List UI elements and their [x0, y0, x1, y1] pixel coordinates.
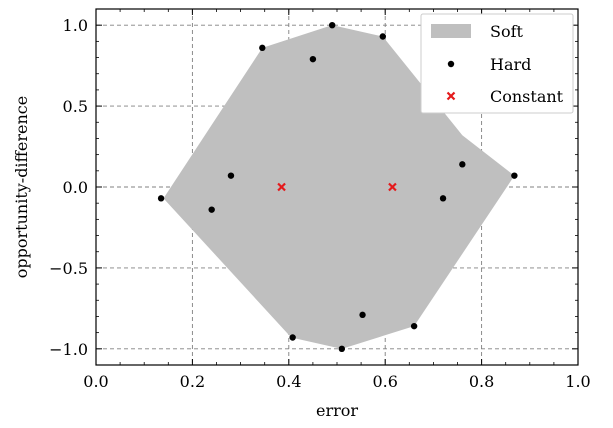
x-tick-label: 1.0 [565, 372, 590, 391]
hard-point [259, 44, 266, 52]
tick-marks [95, 9, 579, 365]
constant-points-layer [277, 182, 397, 192]
x-tick-label: 0.0 [83, 372, 108, 391]
x-tick-label: 0.6 [372, 372, 397, 391]
x-mark-stroke [446, 91, 456, 101]
x-tick-label: 0.2 [180, 372, 205, 391]
x-axis-label: error [316, 401, 358, 420]
constant-point [388, 182, 397, 192]
legend-soft-swatch [431, 24, 471, 38]
legend-hard-label: Hard [490, 55, 531, 74]
y-tick-label: 1.0 [63, 16, 88, 35]
y-tick-label: 0.5 [63, 97, 88, 116]
legend-box [420, 13, 574, 114]
x-tick-label: 0.8 [469, 372, 494, 391]
y-tick-label: −0.5 [49, 259, 88, 278]
hard-point [289, 334, 296, 341]
hard-point [439, 195, 447, 202]
y-axis-label: opportunity-difference [12, 96, 31, 278]
x-mark-stroke [277, 182, 286, 192]
x-mark-stroke [388, 182, 397, 192]
hard-point [511, 172, 518, 179]
hard-point [309, 55, 317, 63]
hard-point [379, 33, 386, 40]
legend-constant-x [446, 91, 456, 101]
y-tick-label: −1.0 [49, 340, 88, 359]
legend-soft-label: Soft [490, 22, 524, 41]
y-tick-label: 0.0 [63, 178, 88, 197]
x-tick-label: 0.4 [276, 372, 301, 391]
hard-points-layer [157, 21, 518, 353]
legend: Soft Hard Constant [420, 13, 574, 114]
hard-point [459, 161, 466, 168]
hard-point [410, 322, 418, 330]
legend-constant-label: Constant [490, 87, 564, 106]
hard-point [157, 195, 165, 202]
hard-point [328, 21, 336, 29]
tick-labels: 0.0 0.2 0.4 0.6 0.8 1.0 −1.0 −0.5 0.0 0.5 1.0 [49, 16, 591, 391]
hard-point [227, 172, 235, 179]
hard-point [359, 311, 366, 319]
legend-hard-marker [447, 60, 455, 68]
hard-point [338, 345, 346, 353]
hard-point [208, 206, 215, 213]
legend-constant-marker [446, 91, 456, 101]
constant-point [277, 182, 286, 192]
